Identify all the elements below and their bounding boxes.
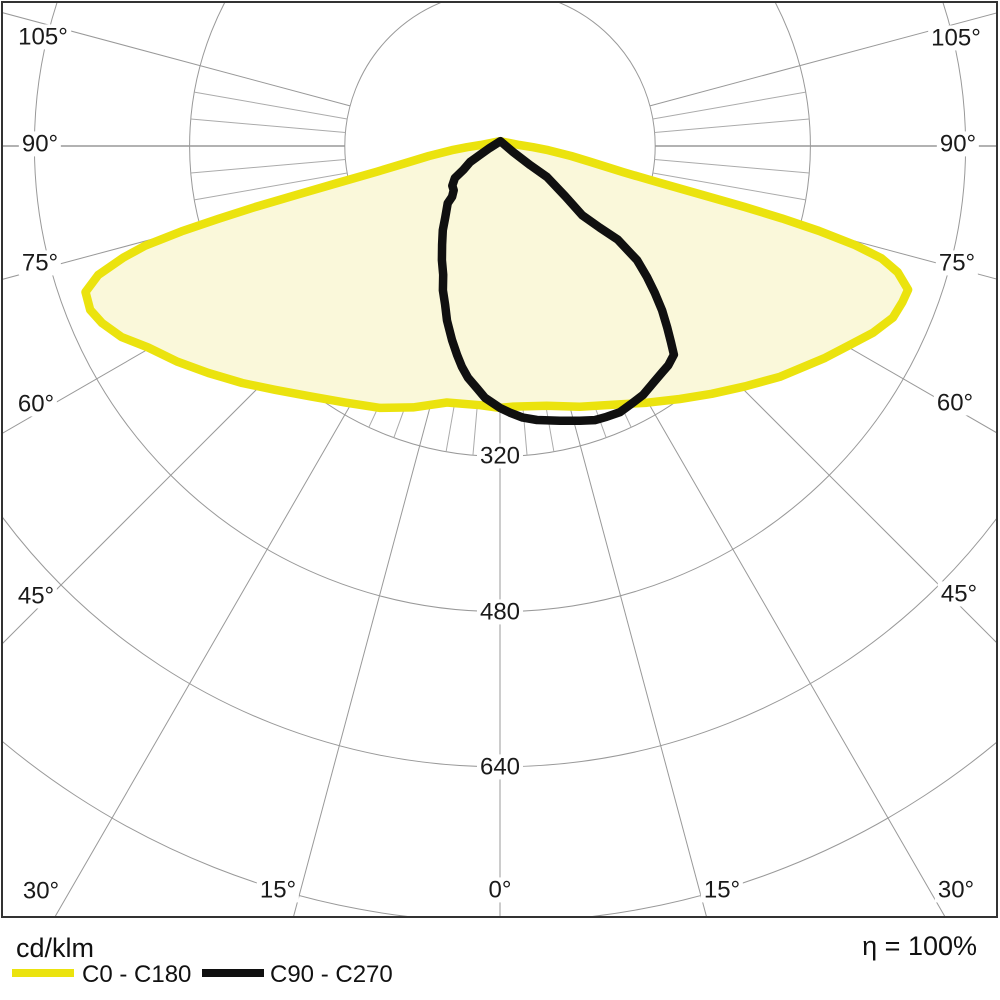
radial-tick-label: 640 <box>476 754 524 780</box>
radial-tick-label: 480 <box>476 599 524 625</box>
legend-label-c0-c180: C0 - C180 <box>82 961 192 988</box>
series-curve-c0-c180 <box>81 136 913 413</box>
grid-radial-minor <box>652 91 806 120</box>
efficiency-label: η = 100% <box>862 931 977 961</box>
grid-radial-minor <box>652 172 806 201</box>
angle-label: 75° <box>935 250 979 276</box>
grid-radial-minor <box>654 159 810 174</box>
grid-radial-major--30 <box>54 280 423 916</box>
grid-radial-minor <box>190 118 346 133</box>
legend-swatch-c90-c270 <box>202 969 264 977</box>
grid-radial-major-30 <box>577 280 946 916</box>
grid-radial-minor <box>190 159 346 174</box>
grid-radial-major-15 <box>539 295 707 916</box>
angle-label: 60° <box>14 391 58 417</box>
grid-radial-major--15 <box>293 295 461 916</box>
angle-label: 90° <box>936 131 980 157</box>
angle-label: 15° <box>700 877 744 903</box>
angle-label: 30° <box>934 877 978 903</box>
grid-radial-major--105 <box>3 12 351 107</box>
angle-label: 45° <box>937 581 981 607</box>
legend-units-label: cd/klm <box>16 933 95 963</box>
grid-radial-major-105 <box>649 12 996 107</box>
legend-label-c90-c270: C90 - C270 <box>270 961 393 988</box>
legend-swatch-c0-c180 <box>12 969 74 977</box>
angle-label: 105° <box>15 24 71 50</box>
grid-radial-minor <box>654 118 810 133</box>
angle-label: 60° <box>933 390 977 416</box>
angle-label: 30° <box>19 878 63 904</box>
angle-label: 0° <box>485 877 515 903</box>
plot-border <box>1 1 998 918</box>
angle-label: 45° <box>14 583 58 609</box>
angle-label: 105° <box>928 25 984 51</box>
series-curve-c90-c270 <box>437 136 679 426</box>
angle-label: 90° <box>18 131 62 157</box>
grid-radial-minor <box>194 172 348 201</box>
angle-label: 15° <box>256 877 300 903</box>
radial-tick-label: 320 <box>476 443 524 469</box>
grid-radial-major--45 <box>3 255 391 644</box>
angle-label: 75° <box>18 250 62 276</box>
grid-radial-minor <box>194 91 348 120</box>
